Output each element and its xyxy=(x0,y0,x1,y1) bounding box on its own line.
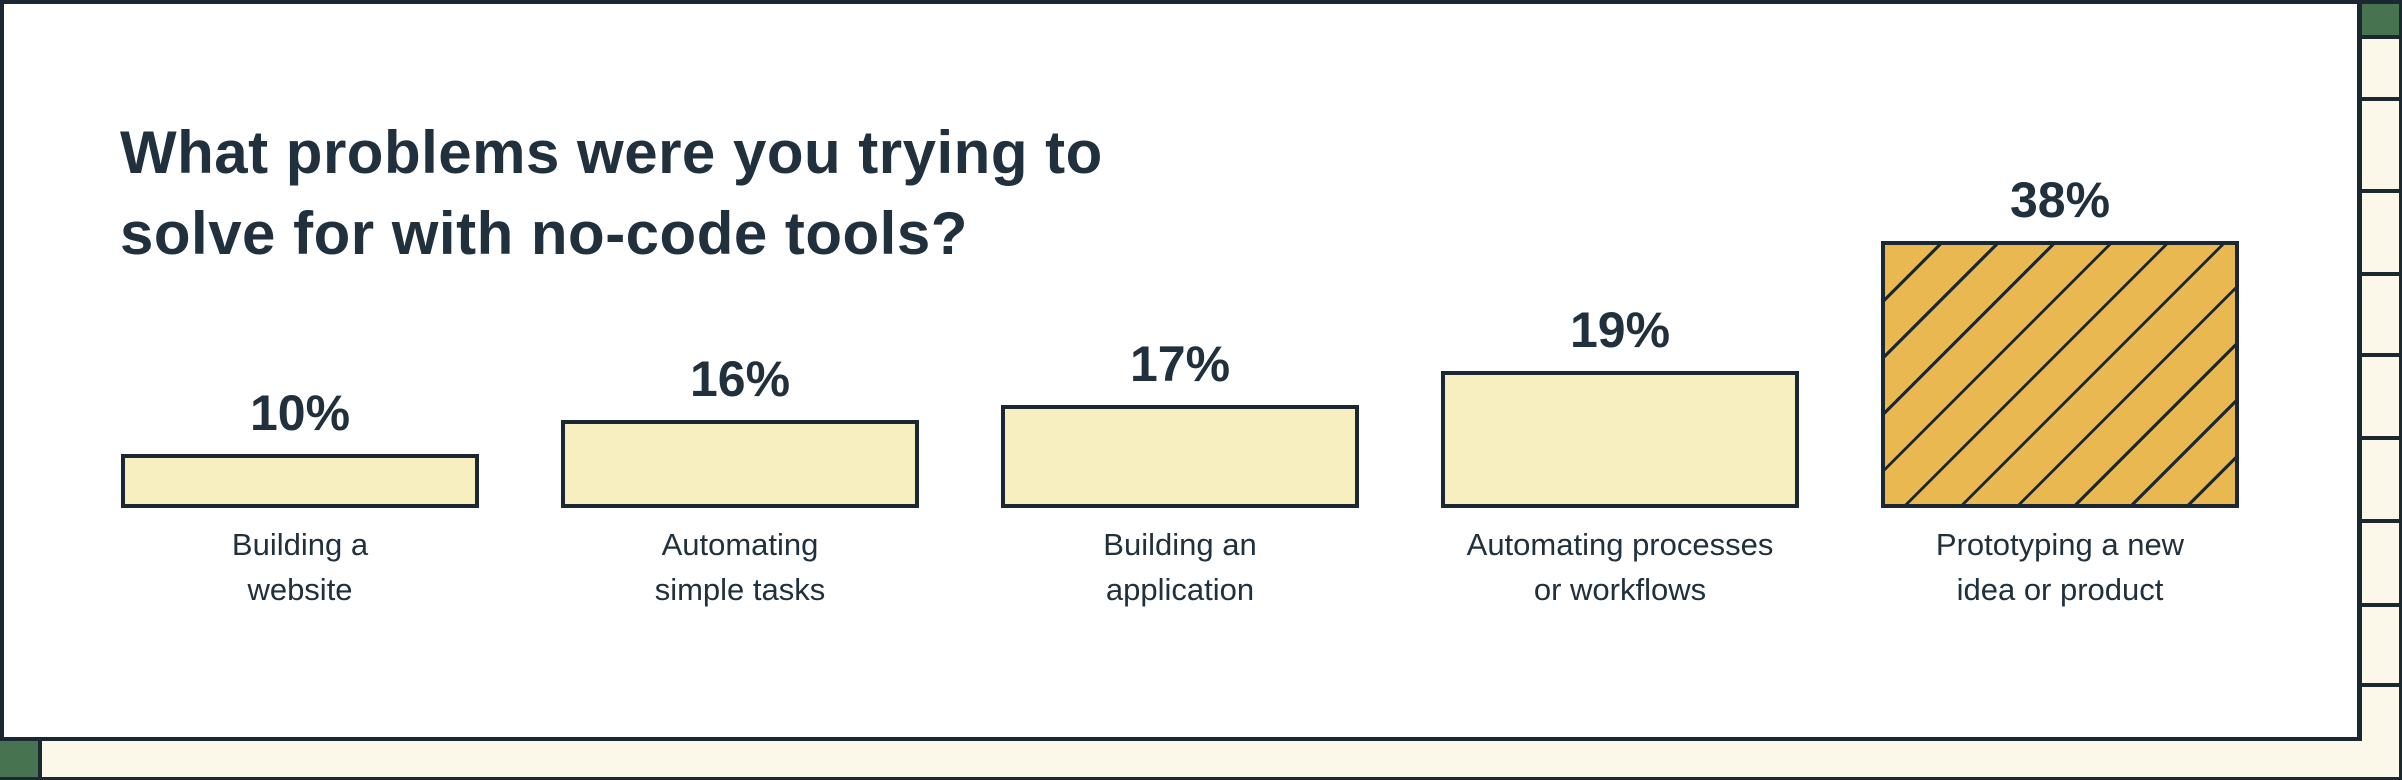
spreadsheet-cell xyxy=(2362,276,2399,353)
bar-category-line-1: Automating processes xyxy=(1466,527,1774,562)
page-title-line-1: What problems were you trying to xyxy=(120,119,1103,186)
page-title-line-2: solve for with no-code tools? xyxy=(120,200,968,267)
spreadsheet-cell xyxy=(2362,523,2399,603)
bar-group-automating-simple-tasks: 16% Automating simple tasks xyxy=(520,0,960,780)
bar-category-label: Building an application xyxy=(940,522,1420,612)
bar-automating-simple-tasks xyxy=(561,420,919,508)
bar-prototyping-a-new-idea-or-product xyxy=(1881,241,2239,508)
bar-group-building-a-website: 10% Building a website xyxy=(80,0,520,780)
bar-category-line-2: application xyxy=(1105,572,1255,607)
bar-category-line-2: or workflows xyxy=(1533,572,1707,607)
spreadsheet-cell xyxy=(2362,101,2399,189)
bar-category-label: Automating processes or workflows xyxy=(1380,522,1860,612)
bar-category-line-2: idea or product xyxy=(1956,572,2164,607)
spreadsheet-cell xyxy=(2362,357,2399,436)
bar-category-line-1: Building a xyxy=(231,527,369,562)
bar-building-a-website xyxy=(121,454,479,508)
bar-group-building-an-application: 17% Building an application xyxy=(960,0,1400,780)
bar-category-label: Prototyping a new idea or product xyxy=(1820,522,2300,612)
bar-category-label: Automating simple tasks xyxy=(500,522,980,612)
bar-building-an-application xyxy=(1001,405,1359,508)
spreadsheet-cell xyxy=(2362,193,2399,272)
bar-category-line-2: website xyxy=(247,572,353,607)
spreadsheet-cell xyxy=(2362,440,2399,519)
spreadsheet-cell xyxy=(2362,607,2399,683)
spreadsheet-cell xyxy=(0,741,38,777)
spreadsheet-cell xyxy=(2362,39,2399,97)
bar-category-line-2: simple tasks xyxy=(654,572,826,607)
bar-group-prototyping-a-new-idea-or-product: 38% Prototyping a new idea or product xyxy=(1840,0,2280,780)
bar-group-automating-processes-or-workflows: 19% Automating processes or workflows xyxy=(1400,0,1840,780)
bar-value-label: 17% xyxy=(1129,336,1231,392)
bar-category-label: Building a website xyxy=(60,522,540,612)
bar-category-line-1: Prototyping a new xyxy=(1935,527,2185,562)
bar-value-label: 16% xyxy=(689,351,791,407)
bar-automating-processes-or-workflows xyxy=(1441,371,1799,508)
bar-category-line-1: Automating xyxy=(661,527,819,562)
bar-value-label: 10% xyxy=(249,385,351,441)
bar-value-label: 38% xyxy=(2009,172,2111,228)
page-title: What problems were you trying to solve f… xyxy=(120,112,1103,274)
spreadsheet-cell xyxy=(2362,4,2399,35)
spreadsheet-cell xyxy=(42,741,2399,777)
bar-value-label: 19% xyxy=(1569,302,1671,358)
bar-category-line-1: Building an xyxy=(1103,527,1257,562)
